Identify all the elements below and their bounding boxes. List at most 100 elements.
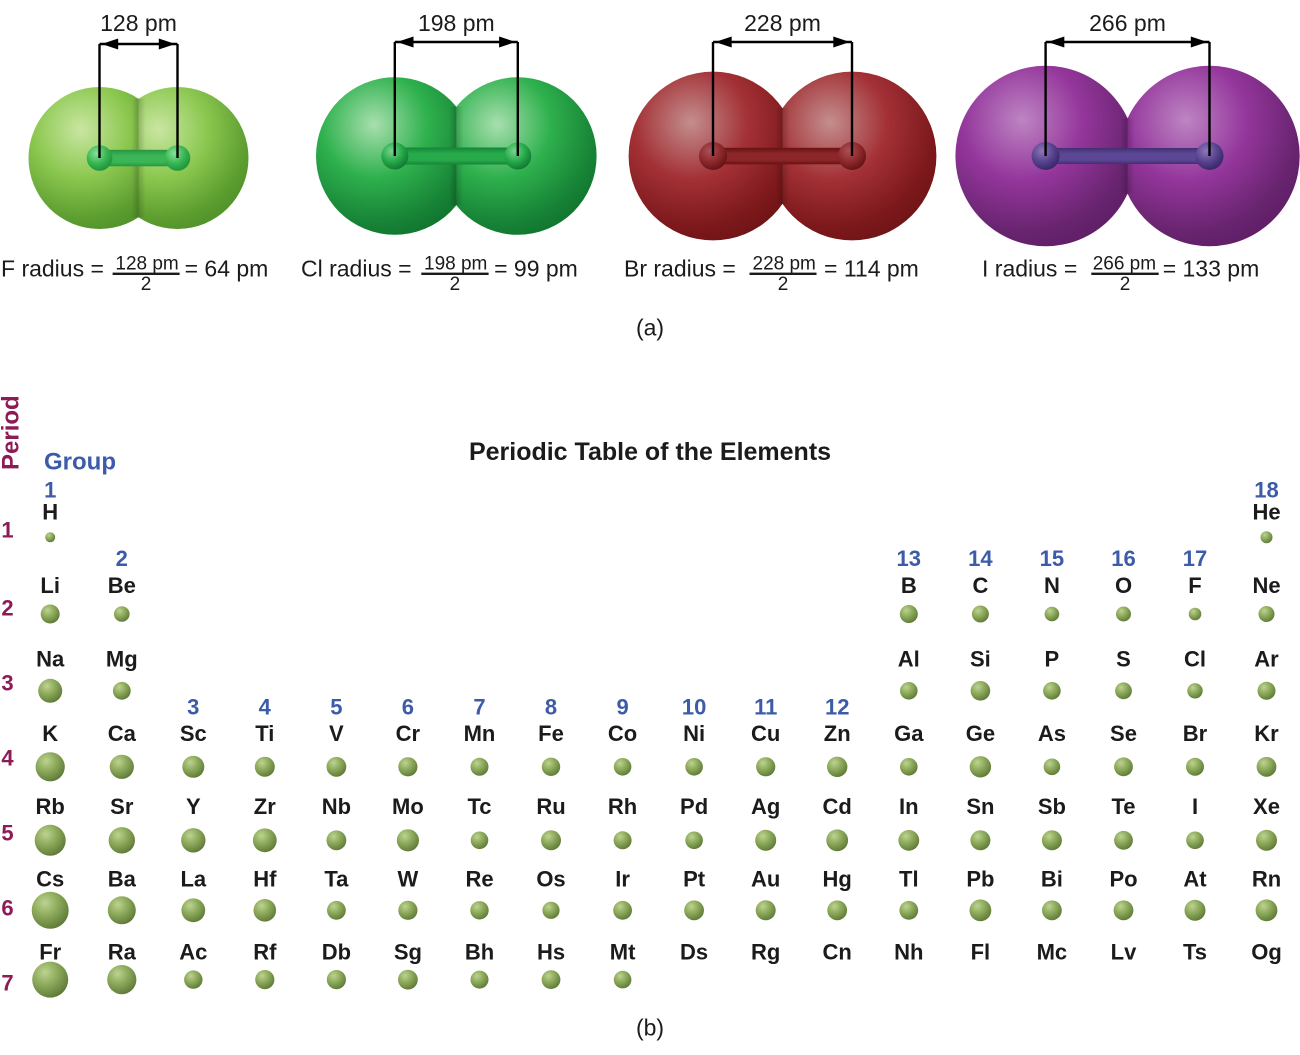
svg-text:Sr: Sr	[110, 794, 134, 819]
svg-text:= 114 pm: = 114 pm	[824, 256, 919, 282]
svg-text:Br radius =: Br radius =	[624, 256, 736, 282]
svg-text:At: At	[1183, 867, 1207, 892]
svg-text:Mg: Mg	[106, 647, 138, 672]
svg-text:Sc: Sc	[180, 721, 207, 746]
svg-text:C: C	[972, 573, 988, 598]
svg-text:5: 5	[1, 821, 13, 846]
svg-text:V: V	[329, 721, 344, 746]
svg-text:Ds: Ds	[680, 940, 708, 965]
svg-text:Al: Al	[898, 647, 920, 672]
svg-text:Si: Si	[970, 647, 991, 672]
svg-text:Ne: Ne	[1252, 573, 1280, 598]
svg-text:4: 4	[259, 695, 272, 720]
svg-text:(a): (a)	[636, 315, 664, 341]
svg-text:Ti: Ti	[255, 721, 274, 746]
svg-text:Ta: Ta	[324, 867, 349, 892]
svg-text:Periodic Table of the Elements: Periodic Table of the Elements	[469, 438, 831, 466]
svg-text:Po: Po	[1109, 867, 1137, 892]
svg-text:Ga: Ga	[894, 721, 924, 746]
svg-text:O: O	[1115, 573, 1132, 598]
svg-text:Cr: Cr	[396, 721, 421, 746]
svg-text:= 64 pm: = 64 pm	[185, 256, 269, 282]
svg-text:Y: Y	[186, 794, 201, 819]
svg-text:7: 7	[1, 971, 13, 996]
svg-text:2: 2	[1120, 274, 1131, 295]
svg-text:Rf: Rf	[253, 940, 277, 965]
svg-text:6: 6	[402, 695, 414, 720]
svg-text:Sn: Sn	[966, 794, 994, 819]
svg-text:17: 17	[1183, 546, 1207, 571]
svg-text:128 pm: 128 pm	[115, 254, 178, 275]
svg-text:(b): (b)	[636, 1015, 664, 1041]
svg-text:266 pm: 266 pm	[1093, 254, 1156, 275]
svg-text:Li: Li	[40, 573, 60, 598]
svg-text:H: H	[42, 500, 58, 525]
svg-text:N: N	[1044, 573, 1060, 598]
svg-text:Zn: Zn	[824, 721, 851, 746]
svg-text:Mt: Mt	[610, 940, 636, 965]
svg-text:7: 7	[473, 695, 485, 720]
svg-text:W: W	[398, 867, 419, 892]
svg-text:Re: Re	[465, 867, 493, 892]
svg-text:La: La	[180, 867, 206, 892]
svg-text:14: 14	[968, 546, 993, 571]
svg-text:8: 8	[545, 695, 557, 720]
svg-text:Nh: Nh	[894, 940, 923, 965]
svg-text:228 pm: 228 pm	[744, 10, 821, 36]
svg-text:Mc: Mc	[1037, 940, 1068, 965]
svg-text:15: 15	[1040, 546, 1064, 571]
svg-text:Br: Br	[1183, 721, 1208, 746]
svg-text:F radius =: F radius =	[1, 256, 104, 282]
svg-text:F: F	[1188, 573, 1201, 598]
svg-text:2: 2	[778, 274, 789, 295]
svg-text:266 pm: 266 pm	[1089, 10, 1166, 36]
svg-text:Rh: Rh	[608, 794, 637, 819]
svg-text:Cl: Cl	[1184, 647, 1206, 672]
svg-text:Period: Period	[0, 395, 25, 470]
svg-text:Pb: Pb	[966, 867, 994, 892]
svg-text:Zr: Zr	[254, 794, 276, 819]
svg-text:I: I	[1192, 794, 1198, 819]
svg-text:128 pm: 128 pm	[100, 10, 177, 36]
svg-text:2: 2	[116, 546, 128, 571]
svg-text:Fr: Fr	[39, 940, 61, 965]
svg-text:As: As	[1038, 721, 1066, 746]
svg-text:Fe: Fe	[538, 721, 564, 746]
svg-text:5: 5	[330, 695, 342, 720]
svg-text:10: 10	[682, 695, 706, 720]
svg-text:= 133 pm: = 133 pm	[1163, 256, 1260, 282]
svg-text:Mo: Mo	[392, 794, 424, 819]
svg-text:Se: Se	[1110, 721, 1137, 746]
svg-text:2: 2	[1, 596, 13, 621]
svg-text:11: 11	[754, 695, 777, 720]
svg-text:Hg: Hg	[823, 867, 852, 892]
svg-text:Au: Au	[751, 867, 780, 892]
svg-text:Sb: Sb	[1038, 794, 1066, 819]
svg-text:Pt: Pt	[683, 867, 706, 892]
svg-text:Bi: Bi	[1041, 867, 1063, 892]
svg-text:Os: Os	[536, 867, 565, 892]
svg-text:Ra: Ra	[108, 940, 137, 965]
svg-text:Bh: Bh	[465, 940, 494, 965]
svg-text:6: 6	[1, 896, 13, 921]
svg-text:Rb: Rb	[36, 794, 65, 819]
svg-text:Rn: Rn	[1252, 867, 1281, 892]
svg-text:Ba: Ba	[108, 867, 137, 892]
svg-text:S: S	[1116, 647, 1131, 672]
svg-text:13: 13	[897, 546, 921, 571]
svg-text:18: 18	[1254, 478, 1278, 503]
svg-text:198 pm: 198 pm	[424, 254, 487, 275]
svg-text:1: 1	[44, 478, 56, 503]
svg-text:Co: Co	[608, 721, 637, 746]
svg-text:Fl: Fl	[971, 940, 991, 965]
svg-text:Ts: Ts	[1183, 940, 1207, 965]
svg-text:198 pm: 198 pm	[418, 10, 495, 36]
svg-text:Tc: Tc	[467, 794, 491, 819]
svg-text:Kr: Kr	[1254, 721, 1279, 746]
svg-text:Ni: Ni	[683, 721, 705, 746]
svg-text:16: 16	[1111, 546, 1135, 571]
svg-text:Ac: Ac	[179, 940, 207, 965]
svg-text:I radius =: I radius =	[982, 256, 1077, 282]
svg-text:Tl: Tl	[899, 867, 919, 892]
svg-text:2: 2	[141, 274, 152, 295]
